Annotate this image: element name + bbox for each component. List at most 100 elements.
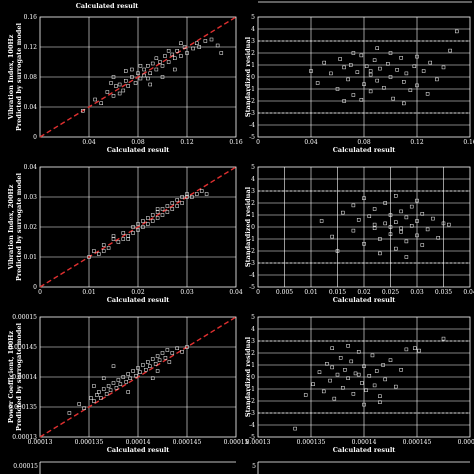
chart-b-data-point (415, 83, 419, 88)
chart-f-data-point (349, 359, 354, 364)
chart-f-data-point (341, 386, 345, 390)
chart-e-x-tick-label: 0.000135 (75, 439, 104, 446)
chart-a-data-point (148, 82, 152, 87)
chart-b-data-point (335, 87, 340, 91)
chart-c-data-point (87, 255, 91, 259)
chart-c-data-point (101, 249, 106, 253)
chart-b-data-point (368, 72, 373, 77)
chart-e-data-point (116, 378, 121, 382)
chart-d-data-point (409, 204, 414, 209)
chart-b-data-point (322, 60, 326, 65)
chart-a-data-point (173, 67, 177, 72)
chart-b-data-point (391, 96, 395, 101)
chart-c-data-point (155, 210, 160, 214)
chart-e-data-point (163, 356, 168, 360)
chart-b-data-point (402, 80, 406, 84)
chart-e-data-point (128, 376, 132, 380)
chart-f-data-point (321, 389, 326, 394)
chart-d-y-tick-label: -3 (249, 260, 255, 267)
chart-c-data-point (150, 219, 155, 223)
chart-a-data-point (179, 41, 183, 45)
chart-d-y-tick-label: -2 (249, 248, 255, 255)
chart-c-y-axis-label: Vibration Index, 200Hz (7, 184, 15, 270)
chart-b-y-tick-label: 4 (251, 26, 255, 33)
chart-a-data-point (124, 69, 128, 73)
chart-f-plot-frame (257, 316, 471, 438)
chart-a-data-point (121, 88, 126, 93)
chart-e-data-point (180, 350, 184, 354)
chart-c-x-tick-label: 0.04 (229, 289, 243, 296)
chart-e-data-point (138, 370, 142, 374)
chart-b-data-point (415, 54, 419, 59)
chart-a-x-axis-label: Calculated result (107, 146, 170, 154)
bottom-right-tick-label: 5 (252, 463, 256, 470)
chart-f-data-point (346, 344, 350, 348)
chart-d-data-point (394, 246, 398, 251)
chart-c-x-tick-label: 0.02 (131, 289, 145, 296)
chart-a-y-tick-label: 0.16 (24, 14, 38, 21)
chart-b-y-tick-label: -1 (249, 86, 255, 93)
chart-b-data-point (309, 69, 313, 73)
chart-f-data-point (394, 384, 398, 389)
chart-a-data-point (109, 81, 113, 85)
chart-b-y-tick-label: 1 (251, 62, 255, 69)
chart-a-x-tick-label: 0.04 (82, 139, 96, 146)
chart-e-data-point (167, 360, 172, 364)
chart-f-data-point (374, 369, 379, 373)
chart-d-data-point (447, 222, 451, 227)
chart-b-data-point (329, 71, 333, 76)
chart-c-data-point (126, 237, 130, 241)
chart-a-data-point (146, 64, 150, 68)
chart-e-data-point (118, 382, 123, 386)
chart-b-data-point (428, 60, 432, 65)
chart-e-data-point (150, 376, 155, 380)
chart-f-data-point (399, 368, 403, 372)
chart-b-y-tick-label: 2 (251, 50, 255, 57)
chart-e-data-point (157, 358, 162, 362)
chart-e-data-point (144, 368, 148, 372)
chart-e-data-point (153, 362, 158, 366)
chart-a-data-point (142, 67, 146, 72)
chart-f-data-point (311, 382, 315, 386)
chart-a-data-point (81, 109, 85, 113)
chart-d-data-point (372, 226, 377, 230)
chart-a-y-axis-label: Predicted by surrogate model (15, 22, 23, 131)
chart-a-data-point (138, 64, 143, 68)
chart-f-y-tick-label: 4 (251, 326, 255, 333)
chart-b: 0 0.04 0.08 0.12 0.16 -5 -4 -3 -2 -1 0 1 2 3 4 5 Calcula… (244, 14, 474, 154)
chart-d-data-point (404, 215, 409, 220)
chart-a-x-tick-label: 0.08 (131, 139, 145, 146)
chart-f-data-point (413, 346, 417, 350)
chart-a-data-point (219, 51, 224, 55)
chart-b-data-point (364, 64, 369, 68)
chart-b-data-point (382, 86, 386, 90)
chart-f-data-point (378, 400, 382, 404)
chart-e-data-point (155, 369, 160, 373)
chart-d-y-axis-label: Standardized residual (244, 186, 252, 267)
chart-c-data-point (185, 192, 189, 196)
chart-f-y-tick-label: -2 (249, 398, 255, 405)
chart-b-data-point (395, 68, 399, 72)
chart-f-data-point (441, 336, 446, 341)
chart-d: 0 0.005 0.01 0.015 0.02 0.025 0.03 0.035 0.04 -5 -… (244, 164, 474, 304)
chart-d-y-tick-label: -4 (249, 272, 255, 279)
chart-b-data-point (351, 51, 356, 55)
chart-e-y-tick-label: 0.000135 (8, 404, 37, 411)
chart-b-data-point (346, 77, 350, 82)
chart-b-x-tick-label: 0.12 (410, 139, 424, 146)
chart-d-data-point (351, 203, 356, 208)
chart-b-data-point (368, 89, 373, 94)
chart-d-y-tick-label: 5 (251, 164, 255, 171)
chart-a-data-point (203, 39, 208, 43)
chart-a: 0.04 0.08 0.12 0.16 0 0.04 0.08 0.12 0.16 Calcula… (7, 14, 243, 154)
chart-b-y-tick-label: -5 (249, 134, 255, 141)
chart-c-ideal-line (39, 166, 237, 288)
chart-d-data-point (388, 232, 393, 236)
chart-d-data-point (335, 249, 340, 253)
chart-d-data-point (436, 236, 440, 240)
chart-e-data-point (114, 386, 119, 390)
chart-d-x-tick-label: 0.01 (304, 289, 317, 296)
chart-b-y-tick-label: 0 (251, 74, 255, 81)
chart-d-x-tick-label: 0.02 (357, 289, 371, 296)
chart-d-data-point (372, 207, 377, 211)
